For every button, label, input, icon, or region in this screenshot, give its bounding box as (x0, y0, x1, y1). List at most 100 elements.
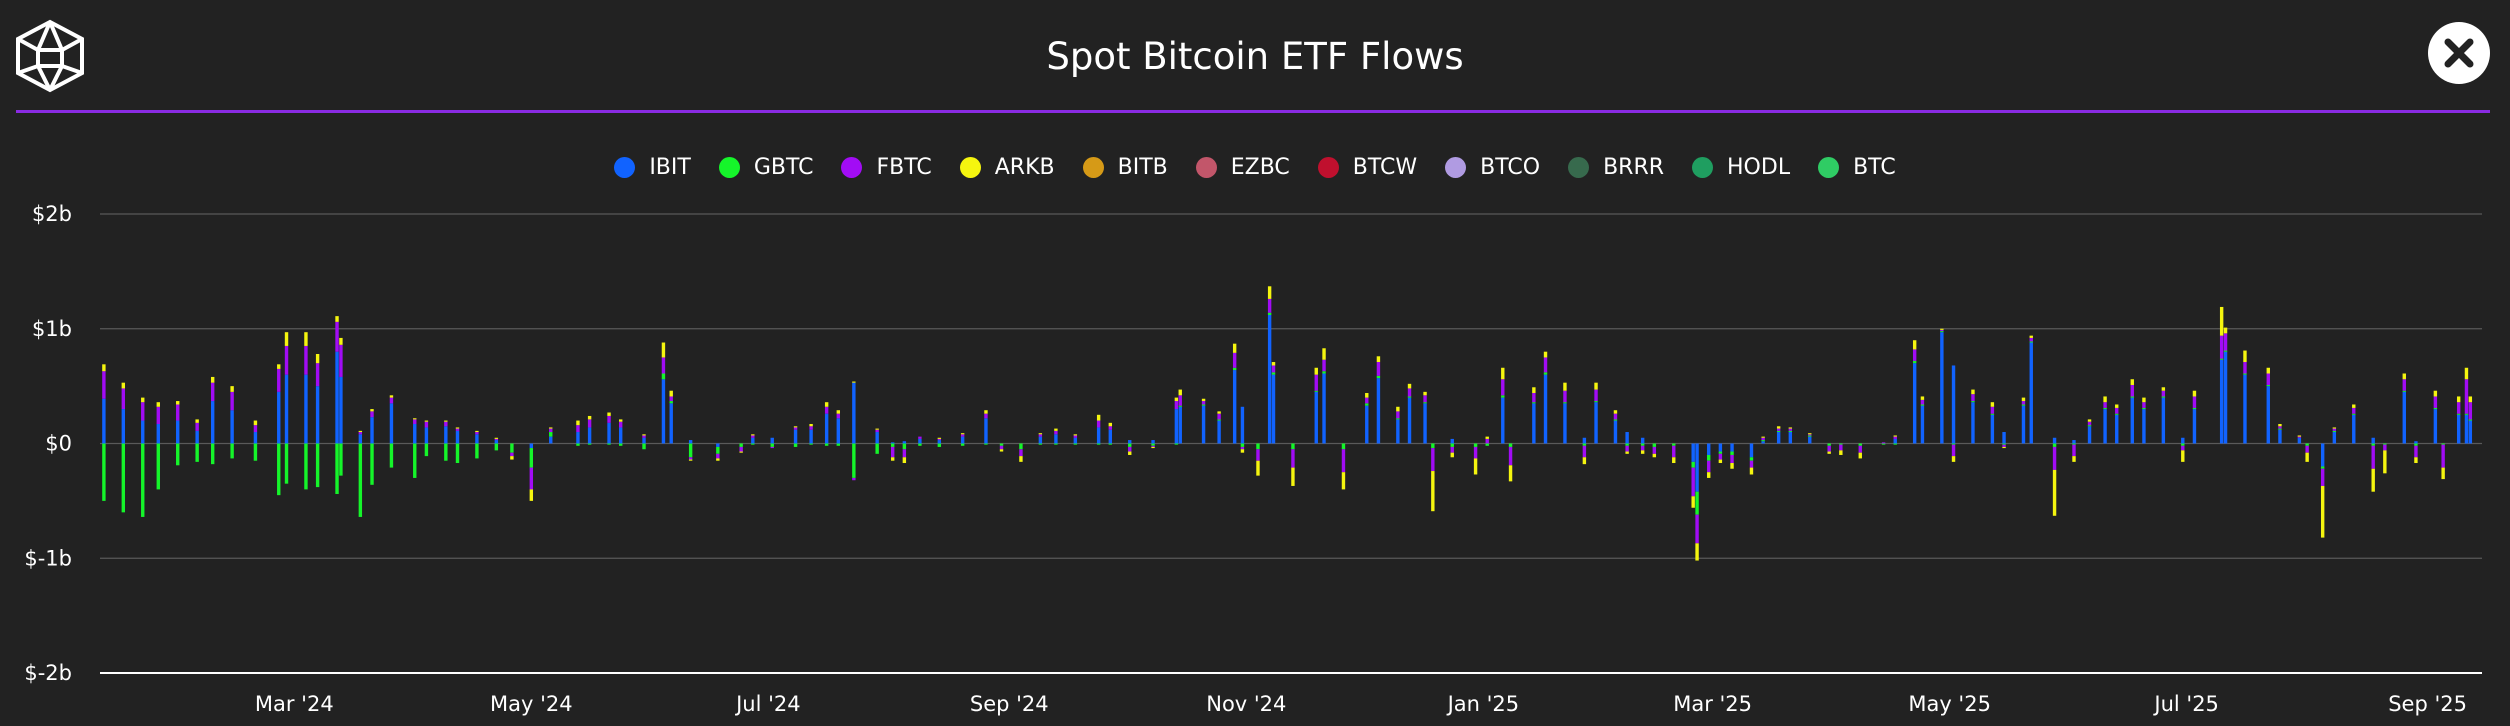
bar-gbtc[interactable] (1776, 430, 1781, 433)
bar-gbtc[interactable] (2305, 443, 2309, 446)
bar-fbtc[interactable] (716, 453, 720, 459)
bar-gbtc[interactable] (770, 443, 774, 447)
bar-arkb[interactable] (2383, 450, 2387, 474)
bar-arkb[interactable] (1776, 426, 1781, 429)
bar-ibit[interactable] (494, 440, 499, 444)
bar-fbtc[interactable] (1151, 445, 1155, 447)
bar-gbtc[interactable] (1594, 401, 1598, 403)
bar-fbtc[interactable] (1038, 434, 1043, 437)
bar-fbtc[interactable] (1776, 428, 1781, 431)
bar-gbtc[interactable] (739, 443, 743, 447)
bar-gbtc[interactable] (1201, 404, 1206, 406)
bar-gbtc[interactable] (1912, 360, 1917, 364)
bar-arkb[interactable] (2468, 396, 2473, 403)
bar-gbtc[interactable] (1267, 312, 1272, 315)
bar-fbtc[interactable] (2192, 396, 2197, 408)
bar-gbtc[interactable] (2441, 443, 2445, 445)
bar-arkb[interactable] (1240, 449, 1245, 453)
bar-ibit[interactable] (2103, 409, 2107, 444)
bar-gbtc[interactable] (1940, 331, 1944, 333)
bar-gbtc[interactable] (339, 443, 343, 476)
bar-fbtc[interactable] (1920, 399, 1925, 405)
bar-ibit[interactable] (1640, 437, 1645, 444)
bar-arkb[interactable] (960, 433, 965, 435)
bar-arkb[interactable] (141, 397, 145, 403)
bar-arkb[interactable] (1563, 382, 1567, 391)
bar-ibit[interactable] (2161, 397, 2166, 444)
bar-ibit[interactable] (2115, 414, 2119, 444)
bar-arkb[interactable] (2297, 435, 2302, 437)
bar-arkb[interactable] (1971, 389, 1975, 395)
bar-fbtc[interactable] (2266, 373, 2270, 385)
bar-gbtc[interactable] (1788, 430, 1793, 433)
bar-fbtc[interactable] (587, 419, 592, 428)
bar-fbtc[interactable] (1240, 446, 1245, 450)
bar-arkb[interactable] (2332, 427, 2337, 429)
bar-arkb[interactable] (1951, 456, 1956, 462)
bar-ibit[interactable] (661, 379, 666, 444)
bar-fbtc[interactable] (2223, 333, 2228, 351)
bar-gbtc[interactable] (661, 373, 666, 380)
bar-ibit[interactable] (284, 374, 289, 444)
bar-fbtc[interactable] (1508, 446, 1513, 466)
bar-arkb[interactable] (891, 457, 895, 461)
bar-fbtc[interactable] (210, 382, 215, 402)
bar-gbtc[interactable] (1501, 395, 1505, 398)
bar-arkb[interactable] (587, 415, 592, 420)
bar-fbtc[interactable] (2414, 445, 2418, 458)
bar-gbtc[interactable] (304, 443, 308, 490)
bar-gbtc[interactable] (1407, 396, 1412, 398)
bar-arkb[interactable] (2464, 367, 2469, 380)
bar-gbtc[interactable] (444, 443, 448, 461)
bar-ibit[interactable] (642, 437, 646, 444)
bar-arkb[interactable] (1217, 411, 1221, 414)
bar-arkb[interactable] (2115, 404, 2119, 408)
bar-gbtc[interactable] (607, 443, 611, 445)
bar-fbtc[interactable] (1271, 365, 1276, 373)
bar-arkb[interactable] (2320, 485, 2325, 538)
bar-arkb[interactable] (304, 332, 308, 346)
bar-ibit[interactable] (891, 442, 895, 444)
bar-ibit[interactable] (576, 432, 580, 444)
bar-fbtc[interactable] (1749, 460, 1754, 468)
bar-arkb[interactable] (1365, 393, 1369, 398)
bar-arkb[interactable] (836, 410, 840, 414)
bar-ibit[interactable] (2332, 432, 2337, 444)
bar-ibit[interactable] (1174, 409, 1179, 444)
bar-ibit[interactable] (1271, 374, 1276, 444)
bar-ibit[interactable] (824, 413, 829, 444)
bar-ibit[interactable] (1582, 437, 1587, 444)
bar-fbtc[interactable] (370, 411, 374, 418)
bar-fbtc[interactable] (2219, 335, 2224, 359)
bar-arkb[interactable] (2161, 387, 2166, 391)
bar-arkb[interactable] (1291, 467, 1295, 486)
bar-fbtc[interactable] (1951, 444, 1956, 457)
bar-gbtc[interactable] (891, 443, 895, 447)
bar-fbtc[interactable] (2297, 436, 2302, 438)
bar-ibit[interactable] (2320, 443, 2325, 467)
bar-fbtc[interactable] (1376, 362, 1381, 376)
bar-ibit[interactable] (1543, 374, 1548, 444)
bar-arkb[interactable] (389, 395, 394, 398)
bar-arkb[interactable] (1582, 457, 1587, 465)
bar-arkb[interactable] (176, 401, 180, 405)
bar-fbtc[interactable] (2332, 428, 2337, 431)
bar-fbtc[interactable] (918, 436, 922, 439)
bar-arkb[interactable] (358, 430, 363, 433)
bar-fbtc[interactable] (424, 421, 429, 428)
bar-fbtc[interactable] (444, 421, 448, 427)
bar-ibit[interactable] (716, 443, 720, 447)
bar-gbtc[interactable] (1423, 402, 1427, 404)
bar-gbtc[interactable] (688, 443, 693, 458)
bar-ibit[interactable] (1396, 419, 1400, 444)
bar-fbtc[interactable] (358, 432, 363, 435)
bar-arkb[interactable] (1314, 367, 1318, 375)
bar-fbtc[interactable] (1501, 379, 1505, 396)
bar-gbtc[interactable] (1174, 443, 1179, 445)
bar-gbtc[interactable] (253, 443, 258, 461)
bar-arkb[interactable] (2278, 423, 2282, 427)
bar-gbtc[interactable] (121, 443, 126, 513)
bar-gbtc[interactable] (1881, 443, 1886, 445)
bar-ibit[interactable] (195, 430, 199, 444)
bar-arkb[interactable] (1788, 427, 1793, 429)
